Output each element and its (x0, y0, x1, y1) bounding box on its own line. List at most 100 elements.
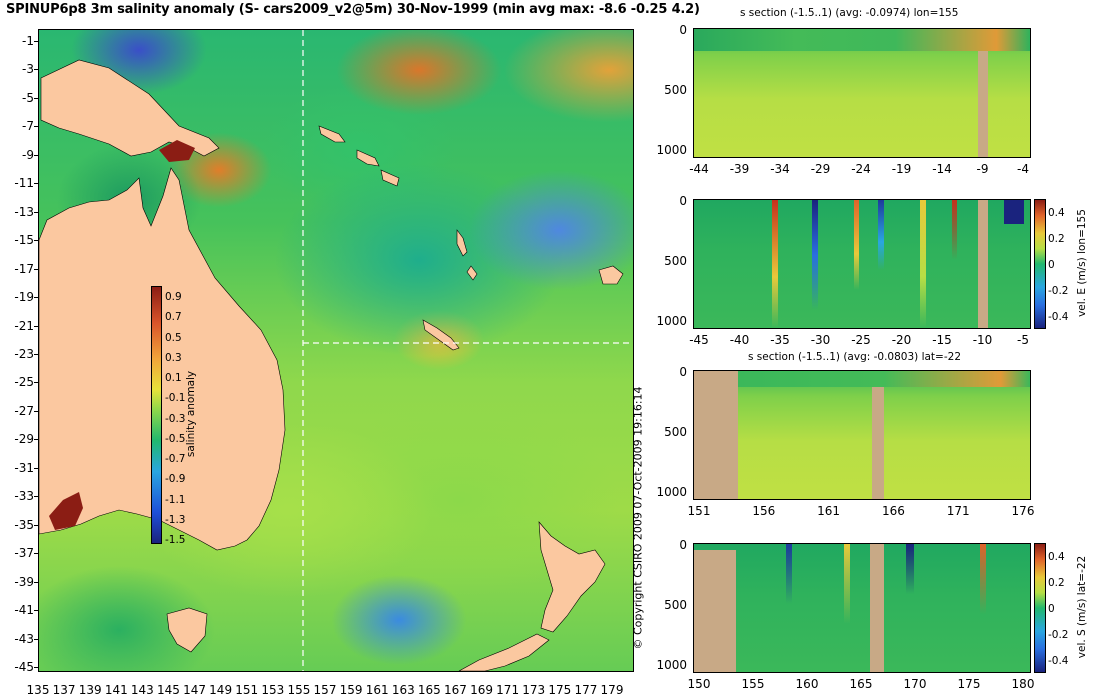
salinity-colorbar-label: salinity anomaly (185, 370, 197, 458)
salinity-map[interactable] (38, 29, 634, 672)
velocity-colorbar-tick: 0.2 (1048, 577, 1065, 589)
salinity-colorbar-tick: -0.1 (165, 392, 186, 405)
panel-4-x-tick: 170 (903, 677, 927, 691)
panel-2-x-tick: -30 (810, 333, 831, 347)
panel-1-x-tick: -44 (689, 162, 709, 176)
panel-1-x-tick: -29 (810, 162, 831, 176)
map-x-tick: 167 (444, 683, 467, 697)
salinity-colorbar-tick: -0.5 (165, 432, 186, 445)
salinity-colorbar-tick: -1.5 (165, 534, 186, 546)
panel-2-depth-tick: 0 (679, 194, 687, 208)
panel-2-x-tick: -5 (1017, 333, 1029, 347)
panel-3-x-tick: 171 (946, 504, 970, 518)
panel-3-x-tick: 176 (1011, 504, 1035, 518)
map-x-tick: 155 (287, 683, 311, 697)
velocity-colorbar-tick: -0.4 (1048, 311, 1069, 323)
land-new-guinea (40, 59, 220, 157)
section-panel-vel-s[interactable] (693, 543, 1031, 673)
panel-3-x-tick: 156 (752, 504, 776, 518)
vel-s-colorbar (1034, 543, 1046, 673)
map-y-tick: -25 (0, 375, 38, 389)
map-y-tick: -19 (0, 290, 38, 304)
map-x-tick: 147 (183, 683, 206, 697)
panel-2-x-tick: -40 (729, 333, 750, 347)
land-solomon-3 (380, 169, 400, 187)
panel-2-depth-tick: 500 (664, 254, 687, 268)
panel-4-x-tick: 175 (957, 677, 981, 691)
vel-e-streak-5 (920, 200, 926, 328)
vel-s-streak-2 (844, 544, 850, 624)
panel-1-x-tick: -39 (729, 162, 750, 176)
map-x-tick: 137 (52, 683, 76, 697)
vel-s-colorbar-label: vel. S (m/s) lat=-22 (1076, 555, 1088, 659)
velocity-colorbar-tick: 0.4 (1048, 551, 1065, 563)
velocity-colorbar-tick: -0.2 (1048, 285, 1069, 297)
map-y-tick: -35 (0, 518, 38, 532)
panel-4-x-tick: 150 (687, 677, 711, 691)
land-vanuatu (456, 229, 468, 257)
panel-3-title: s section (-1.5..1) (avg: -0.0803) lat=-… (748, 351, 961, 363)
map-y-tick: -13 (0, 205, 38, 219)
section-panel-s-lon[interactable] (693, 28, 1031, 158)
map-x-tick: 143 (130, 683, 154, 697)
map-x-tick: 179 (600, 683, 624, 697)
salinity-colorbar-tick: -1.1 (165, 493, 186, 506)
map-x-tick: 141 (104, 683, 128, 697)
panel-1-x-tick: -24 (851, 162, 871, 176)
map-y-tick: -27 (0, 404, 38, 418)
figure-title: SPINUP6p8 3m salinity anomaly (S- cars20… (6, 2, 700, 17)
panel-4-x-tick: 155 (741, 677, 765, 691)
map-y-tick: -41 (0, 603, 38, 617)
land-vanuatu-south (466, 265, 478, 281)
map-y-tick: -17 (0, 262, 38, 276)
panel-3-x-tick: 166 (881, 504, 905, 518)
panel-2-x-tick: -15 (932, 333, 952, 347)
panel-3-depth-tick: 500 (664, 425, 687, 439)
land-solomon-2 (356, 149, 380, 167)
gulf-hotspot-n (159, 140, 195, 162)
map-x-tick: 173 (522, 683, 546, 697)
salinity-colorbar-tick: 0.5 (165, 331, 182, 344)
land-tasmania (166, 607, 208, 653)
salinity-colorbar-tick: 0.7 (165, 311, 182, 324)
map-x-tick: 175 (548, 683, 572, 697)
panel-4-x-tick: 180 (1011, 677, 1035, 691)
map-x-tick: 149 (209, 683, 233, 697)
panel-2-x-tick: -25 (851, 333, 871, 347)
map-y-tick: -45 (0, 660, 38, 674)
copyright-notice: © Copyright CSIRO 2009 07-Oct-2009 19:16… (631, 386, 645, 650)
map-land-layer (39, 30, 633, 671)
velocity-colorbar-tick: -0.4 (1048, 655, 1069, 667)
panel-1-depth-tick: 0 (679, 23, 687, 37)
map-y-tick: -1 (0, 34, 38, 48)
panel-4-x-tick: 165 (849, 677, 873, 691)
map-x-tick: 159 (339, 683, 363, 697)
map-x-tick: 163 (391, 683, 415, 697)
section-panel-s-lat[interactable] (693, 370, 1031, 500)
vel-s-streak-3 (906, 544, 914, 594)
gulf-hotspot-se (49, 492, 83, 530)
map-x-tick: 153 (261, 683, 285, 697)
map-y-tick: -31 (0, 461, 38, 475)
panel-2-x-tick: -45 (689, 333, 709, 347)
panel-1-depth-tick: 1000 (656, 143, 687, 157)
panel-3-x-tick: 161 (817, 504, 841, 518)
land-fiji (598, 265, 624, 285)
map-y-tick: -29 (0, 432, 38, 446)
salinity-colorbar-tick: -0.3 (165, 412, 186, 425)
panel-2-depth-tick: 1000 (656, 314, 687, 328)
panel-2-x-tick: -20 (891, 333, 912, 347)
salinity-colorbar (151, 286, 162, 544)
section-panel-vel-e[interactable] (693, 199, 1031, 329)
velocity-colorbar-tick: 0.4 (1048, 207, 1065, 219)
panel-2-land (978, 200, 988, 328)
panel-3-x-tick: 151 (687, 504, 711, 518)
map-x-tick: 145 (157, 683, 180, 697)
map-y-tick: -15 (0, 233, 38, 247)
panel-1-land (978, 29, 988, 157)
panel-2-x-tick: -35 (770, 333, 790, 347)
panel-4-land-mid (870, 544, 884, 672)
velocity-colorbar-tick: -0.2 (1048, 629, 1069, 641)
salinity-colorbar-tick: 0.9 (165, 291, 182, 303)
panel-1-x-tick: -34 (770, 162, 790, 176)
